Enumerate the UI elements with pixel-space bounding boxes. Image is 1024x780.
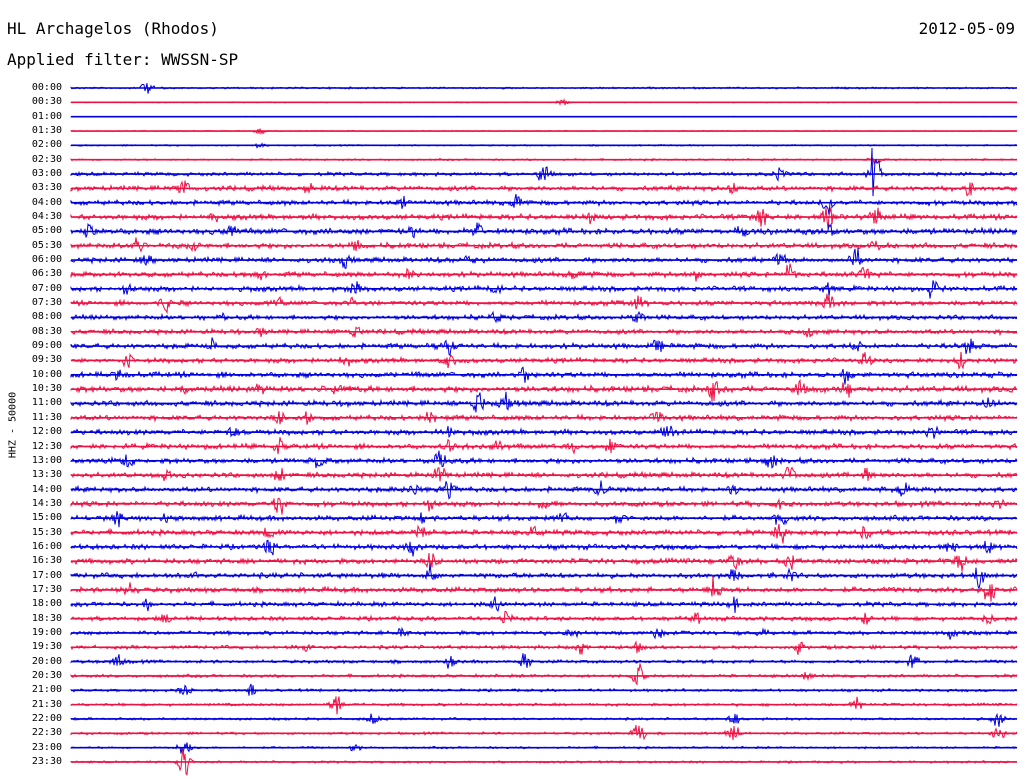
time-label: 21:30 (31, 698, 62, 710)
time-label: 11:00 (31, 397, 62, 409)
time-label: 23:30 (31, 755, 62, 767)
trace-row-0500 (70, 222, 1018, 239)
time-label: 03:00 (31, 168, 62, 180)
time-label: 20:30 (31, 669, 62, 681)
trace-row-1930 (70, 640, 1018, 655)
time-label: 12:00 (31, 426, 62, 438)
time-label: 21:00 (31, 684, 62, 696)
time-label: 01:00 (31, 110, 62, 122)
trace-row-1630 (70, 552, 1018, 572)
time-label: 14:30 (31, 497, 62, 509)
time-label: 03:30 (31, 182, 62, 194)
time-label: 17:30 (31, 583, 62, 595)
time-label: 00:00 (31, 82, 62, 93)
time-label: 01:30 (31, 125, 62, 137)
time-label: 07:00 (31, 282, 62, 294)
time-label: 15:00 (31, 512, 62, 524)
time-label: 02:30 (31, 153, 62, 165)
time-label: 18:30 (31, 612, 62, 624)
trace-row-1030 (70, 378, 1018, 402)
time-label: 22:30 (31, 727, 62, 739)
time-label: 08:00 (31, 311, 62, 323)
trace-row-1730 (70, 575, 1018, 602)
trace-row-1000 (70, 366, 1018, 385)
trace-row-1600 (70, 539, 1018, 557)
trace-row-1430 (70, 497, 1018, 515)
time-label: 04:00 (31, 196, 62, 208)
time-label: 11:30 (31, 411, 62, 423)
time-label: 23:00 (31, 741, 62, 753)
time-label: 20:00 (31, 655, 62, 667)
time-label: 13:30 (31, 469, 62, 481)
trace-row-1300 (70, 450, 1018, 469)
time-label: 09:30 (31, 354, 62, 366)
trace-row-1500 (70, 511, 1018, 528)
time-label: 17:00 (31, 569, 62, 581)
trace-row-0430 (70, 207, 1018, 230)
trace-row-2200 (70, 712, 1018, 727)
time-label: 06:00 (31, 254, 62, 266)
time-label: 10:30 (31, 383, 62, 395)
time-label: 16:30 (31, 555, 62, 567)
time-label: 19:30 (31, 641, 62, 653)
trace-row-1530 (70, 523, 1018, 544)
time-label: 06:30 (31, 268, 62, 280)
time-label: 13:00 (31, 454, 62, 466)
time-label: 14:00 (31, 483, 62, 495)
trace-row-1100 (70, 391, 1018, 413)
trace-row-0530 (70, 237, 1018, 253)
time-label: 18:00 (31, 598, 62, 610)
trace-row-0630 (70, 263, 1018, 282)
trace-row-1800 (70, 596, 1018, 613)
time-label: 05:00 (31, 225, 62, 237)
trace-row-2030 (70, 663, 1018, 686)
time-label: 05:30 (31, 239, 62, 251)
date-label: 2012-05-09 (918, 19, 1015, 38)
time-axis: 00:00 00:30 01:00 01:30 02:00 02:30 03:00 03:30… (0, 0, 70, 780)
trace-row-1900 (70, 626, 1018, 640)
time-label: 22:00 (31, 712, 62, 724)
trace-row-0600 (70, 247, 1018, 269)
time-label: 15:30 (31, 526, 62, 538)
time-label: 12:30 (31, 440, 62, 452)
time-label: 02:00 (31, 139, 62, 151)
filter-label: Applied filter: WWSSN-SP (7, 50, 239, 69)
time-label: 16:00 (31, 540, 62, 552)
station-title: HL Archagelos (Rhodos) (7, 19, 219, 38)
time-label: 19:00 (31, 626, 62, 638)
time-label: 08:30 (31, 325, 62, 337)
trace-row-1230 (70, 437, 1018, 455)
time-label: 00:30 (31, 96, 62, 108)
trace-row-1700 (70, 564, 1018, 590)
time-label: 04:30 (31, 211, 62, 223)
time-label: 09:00 (31, 340, 62, 352)
time-label: 07:30 (31, 297, 62, 309)
time-label: 10:00 (31, 368, 62, 380)
